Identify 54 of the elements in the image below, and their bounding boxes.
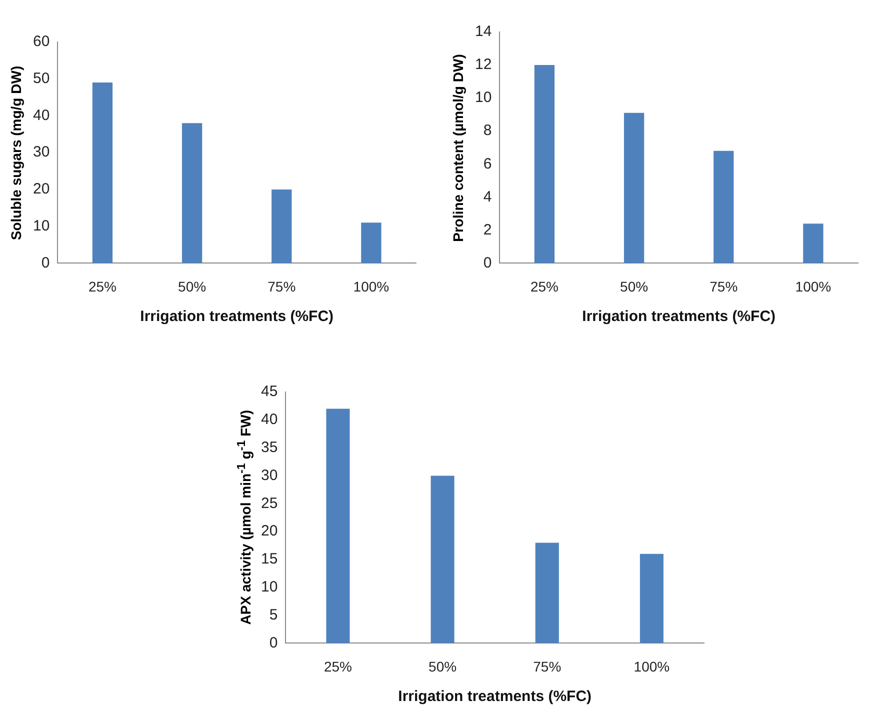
y-tick-label: 0 bbox=[41, 254, 50, 272]
y-tick-label: 8 bbox=[483, 122, 492, 140]
x-axis-title: Irrigation treatments (%FC) bbox=[398, 688, 592, 706]
bar bbox=[361, 222, 382, 264]
y-tick-label: 25 bbox=[260, 494, 278, 512]
y-tick-label: 6 bbox=[483, 155, 492, 172]
y-tick-label: 35 bbox=[260, 438, 278, 456]
y-tick-label: 40 bbox=[32, 106, 50, 124]
x-tick-label: 50% bbox=[178, 278, 206, 294]
bar bbox=[714, 150, 734, 264]
y-tick-label: 2 bbox=[483, 221, 492, 238]
x-tick-label: 50% bbox=[620, 278, 648, 294]
bar bbox=[92, 82, 113, 264]
x-tick-label: 100% bbox=[634, 658, 670, 674]
bar bbox=[803, 224, 824, 264]
y-axis-title: Proline content (µmol/g DW) bbox=[450, 54, 466, 242]
x-tick-label: 75% bbox=[533, 658, 562, 674]
y-tick-label: 14 bbox=[474, 23, 492, 40]
bar bbox=[182, 123, 202, 264]
bar bbox=[534, 65, 555, 264]
y-tick-label: 50 bbox=[32, 70, 50, 88]
x-tick-label: 25% bbox=[530, 278, 558, 294]
bar bbox=[624, 112, 644, 264]
x-tick-label: 25% bbox=[88, 278, 116, 294]
y-tick-label: 45 bbox=[260, 383, 278, 400]
bar bbox=[272, 189, 292, 264]
y-tick-label: 40 bbox=[260, 411, 278, 428]
bar bbox=[326, 408, 350, 644]
x-tick-label: 75% bbox=[710, 278, 738, 294]
y-tick-label: 60 bbox=[32, 33, 50, 50]
bar bbox=[430, 476, 454, 644]
x-axis-title: Irrigation treatments (%FC) bbox=[582, 308, 776, 326]
bar bbox=[535, 542, 559, 644]
y-tick-label: 20 bbox=[32, 180, 50, 198]
y-tick-label: 30 bbox=[260, 466, 278, 484]
y-tick-label: 10 bbox=[474, 89, 492, 106]
y-tick-label: 30 bbox=[32, 144, 50, 161]
y-tick-label: 10 bbox=[260, 578, 278, 596]
y-axis-title: Soluble sugars (mg/g DW) bbox=[8, 65, 24, 240]
x-tick-label: 100% bbox=[353, 278, 390, 294]
x-tick-label: 75% bbox=[268, 278, 296, 294]
x-tick-label: 100% bbox=[795, 278, 832, 294]
y-tick-label: 4 bbox=[483, 188, 492, 206]
y-tick-label: 20 bbox=[260, 522, 278, 540]
y-tick-label: 0 bbox=[269, 634, 278, 652]
y-tick-label: 10 bbox=[32, 217, 50, 234]
bar bbox=[640, 554, 664, 644]
x-tick-label: 50% bbox=[428, 658, 457, 674]
x-axis-title: Irrigation treatments (%FC) bbox=[140, 308, 334, 326]
y-tick-label: 5 bbox=[269, 606, 278, 624]
y-tick-label: 12 bbox=[474, 56, 492, 74]
x-tick-label: 25% bbox=[324, 658, 352, 674]
y-tick-label: 15 bbox=[260, 550, 278, 568]
y-tick-label: 0 bbox=[483, 254, 492, 272]
